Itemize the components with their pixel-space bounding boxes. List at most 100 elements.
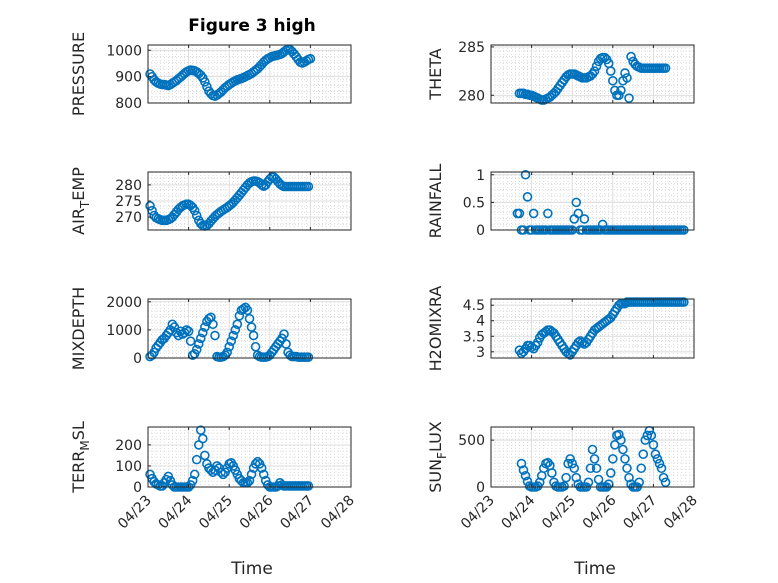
data-point [279,329,289,339]
y-axis-label: AIRTEMP [69,167,92,235]
y-axis-label: PRESSURE [69,32,88,116]
data-point [244,475,255,486]
y-axis-label: RAINFALL [426,164,445,239]
data-point [303,181,314,192]
data-points [514,297,689,360]
data-point [591,463,602,474]
data-point [250,341,261,352]
data-point [624,93,634,103]
data-point [579,214,590,224]
data-point [543,208,553,219]
y-tick-label: 280 [458,88,485,104]
x-axis-label-left: Time [230,559,273,579]
data-point [640,435,651,445]
y-axis-label-main: PRESSURE [69,32,88,116]
data-point [561,472,571,483]
data-point [226,336,237,346]
y-tick-label: 2000 [106,295,142,311]
data-point [589,454,600,464]
data-points [516,425,671,492]
data-point [679,297,689,307]
y-axis-label-main: SUN [426,459,445,493]
grid-lines [490,44,695,104]
data-point [191,344,202,355]
data-point [616,435,626,445]
data-point [607,75,618,86]
data-point [626,51,636,62]
data-point [222,347,232,358]
data-point [658,472,669,483]
y-tick-label: 0 [133,480,142,496]
data-point [646,430,657,441]
data-point [520,169,531,180]
data-point [648,440,659,450]
y-axis-label: MIXDEPTH [69,287,88,370]
y-tick-label: 0.5 [463,195,485,211]
y-axis-label-main: TERR [69,451,88,494]
data-point [638,449,649,459]
axes-frame [490,298,695,359]
data-point [567,458,578,469]
data-point [200,450,210,461]
y-axis-label-main: THETA [426,48,445,100]
data-point [230,325,241,335]
data-points [514,51,671,105]
data-point [605,66,616,76]
data-point [303,352,314,362]
data-point [571,197,582,208]
data-point [189,469,200,480]
y-tick-label: 3.5 [463,329,485,345]
subplot-rainfall: 0 0.5 1 RAINFALL [426,164,695,239]
data-point [622,463,632,474]
y-axis-label-subscript: M [78,440,92,450]
y-tick-label: 800 [115,96,142,112]
data-point [193,339,204,349]
data-point [654,458,665,469]
data-point [187,475,198,486]
data-point [234,311,245,321]
axes-frame [490,171,695,231]
data-point [244,313,255,324]
axes-frame [147,426,352,488]
data-point [610,440,620,450]
x-axis-label-right: Time [573,559,616,579]
data-points [145,302,314,362]
data-point [620,454,630,464]
subplot-h2omixra: 33.544.5 H2OMIXRA [426,286,695,371]
data-point [589,66,600,76]
data-point [547,468,557,478]
data-point [607,454,618,464]
data-point [246,322,257,332]
y-tick-label: 3 [476,345,485,361]
data-point [650,449,661,459]
data-point [642,430,653,441]
data-point [198,433,208,444]
data-point [514,208,525,219]
y-tick-label: 900 [115,70,142,86]
y-tick-label: 1000 [106,43,142,59]
data-point [528,208,539,219]
y-tick-label: 270 [115,210,142,226]
data-point [305,53,316,64]
data-point [238,304,249,314]
data-point [185,336,196,346]
data-point [660,477,671,488]
data-point [534,477,545,488]
data-point [618,444,628,455]
data-point [565,454,575,464]
data-point [303,481,314,491]
data-point [573,208,584,219]
y-axis-label-rest: EMP [69,167,88,201]
axes-frame [490,44,695,104]
data-point [518,465,529,475]
y-tick-label: 4.5 [463,298,485,314]
y-axis-label-main: AIR [69,208,88,235]
subplot-theta: 280 285 THETA [426,40,695,105]
figure-title: Figure 3 high [188,16,316,36]
axes-frame [147,44,352,104]
data-point [195,425,206,435]
data-point [516,458,527,469]
y-tick-label: 100 [115,459,142,475]
data-point [614,429,624,440]
